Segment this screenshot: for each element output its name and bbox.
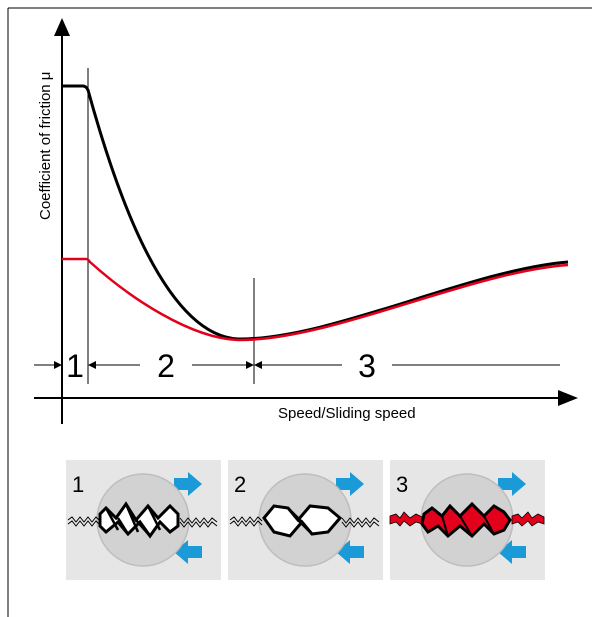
y-axis-arrow-icon	[54, 18, 70, 36]
arrow-right-icon	[498, 472, 526, 496]
y-axis-label: Coefficient of friction μ	[37, 72, 54, 220]
x-axis-arrow-icon	[558, 390, 578, 406]
panel-label-2: 2	[234, 472, 246, 497]
arrow-right-icon	[336, 472, 364, 496]
zone-dimension-3	[254, 361, 560, 369]
friction-curve-red	[62, 257, 569, 342]
friction-curve-black	[62, 84, 569, 341]
zone-dimension-2	[88, 361, 254, 369]
zone-label-3: 3	[358, 348, 376, 384]
panel-label-1: 1	[72, 472, 84, 497]
interface-right	[341, 517, 380, 524]
contact-panel-2: 2	[228, 460, 383, 580]
zone-label-1: 1	[66, 348, 84, 384]
zone-label-2: 2	[157, 348, 175, 384]
interface-left	[229, 516, 263, 523]
zone-dimension-1	[34, 361, 62, 369]
panel-label-3: 3	[396, 472, 408, 497]
interface-right	[179, 517, 218, 524]
contact-panel-1: 1	[66, 460, 221, 580]
interface-left	[67, 516, 101, 523]
x-axis-label: Speed/Sliding speed	[278, 405, 416, 422]
arrow-right-icon	[174, 472, 202, 496]
contact-zone	[420, 501, 512, 539]
interface-right	[511, 511, 545, 527]
contact-panel-3: 3	[389, 460, 545, 580]
